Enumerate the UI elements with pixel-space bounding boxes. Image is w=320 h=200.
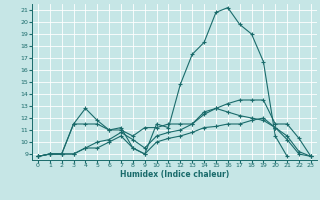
- X-axis label: Humidex (Indice chaleur): Humidex (Indice chaleur): [120, 170, 229, 179]
